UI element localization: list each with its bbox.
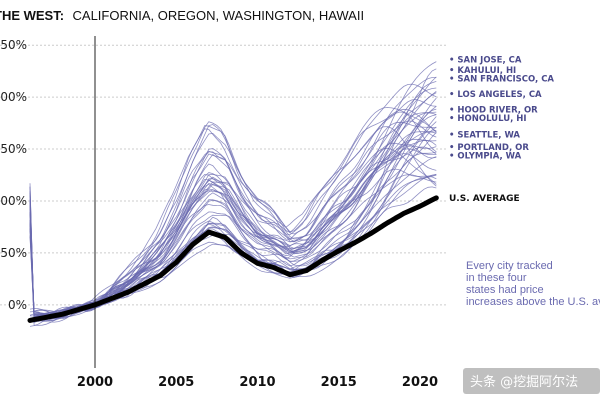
- city-line: [29, 107, 437, 323]
- city-labels: • SAN JOSE, CA• KAHULUI, HI• SAN FRANCIS…: [449, 56, 554, 162]
- watermark-backdrop: [463, 368, 600, 394]
- x-tick-label: 2015: [321, 375, 357, 390]
- city-label: • KAHULUI, HI: [449, 66, 516, 76]
- x-tick-label: 2005: [158, 375, 194, 390]
- annotation-text: Every city tracked in these four states …: [466, 260, 600, 308]
- x-tick-label: 2000: [77, 375, 113, 390]
- annotation-line-3: states had price: [466, 284, 544, 296]
- city-label: • PORTLAND, OR: [449, 143, 529, 153]
- gridlines: [0, 44, 446, 306]
- y-axis-ticks: 0% 50% 100% 150% 200% 250%: [0, 38, 27, 312]
- y-tick-label: 0%: [8, 298, 27, 312]
- x-tick-label: 2020: [402, 375, 438, 390]
- city-lines: [29, 61, 437, 327]
- y-tick-label: 50%: [0, 246, 27, 260]
- x-tick-label: 2010: [239, 375, 275, 390]
- city-label: • HOOD RIVER, OR: [449, 106, 538, 116]
- city-label: • SAN JOSE, CA: [449, 56, 522, 66]
- city-label: • SAN FRANCISCO, CA: [449, 74, 554, 84]
- city-label: • LOS ANGELES, CA: [449, 90, 542, 100]
- annotation-line-4: increases above the U.S. average.: [466, 296, 600, 308]
- watermark-text: 头条 @挖掘阿尔法: [470, 374, 578, 390]
- city-line: [29, 87, 437, 321]
- y-tick-label: 150%: [0, 142, 27, 156]
- chart-title: THE WEST: CALIFORNIA, OREGON, WASHINGTON…: [0, 7, 364, 24]
- city-label: • SEATTLE, WA: [449, 131, 520, 141]
- x-axis-ticks: 2000 2005 2010 2015 2020: [77, 375, 438, 390]
- annotation-line-1: Every city tracked: [466, 260, 553, 272]
- city-line: [29, 108, 437, 316]
- city-line: [29, 105, 437, 320]
- us-average-line: [27, 195, 439, 323]
- chart-title-bold: THE WEST:: [0, 8, 64, 23]
- city-line: [29, 144, 437, 322]
- y-tick-label: 200%: [0, 90, 27, 104]
- city-label: • OLYMPIA, WA: [449, 151, 522, 161]
- watermark: 头条 @挖掘阿尔法: [463, 368, 600, 394]
- y-tick-label: 100%: [0, 194, 27, 208]
- city-line: [29, 77, 437, 320]
- chart-title-rest: CALIFORNIA, OREGON, WASHINGTON, HAWAII: [73, 8, 365, 23]
- city-label: • HONOLULU, HI: [449, 114, 527, 124]
- annotation-line-2: in these four: [466, 272, 527, 284]
- y-tick-label: 250%: [0, 38, 27, 52]
- us-average-label: U.S. AVERAGE: [449, 194, 520, 204]
